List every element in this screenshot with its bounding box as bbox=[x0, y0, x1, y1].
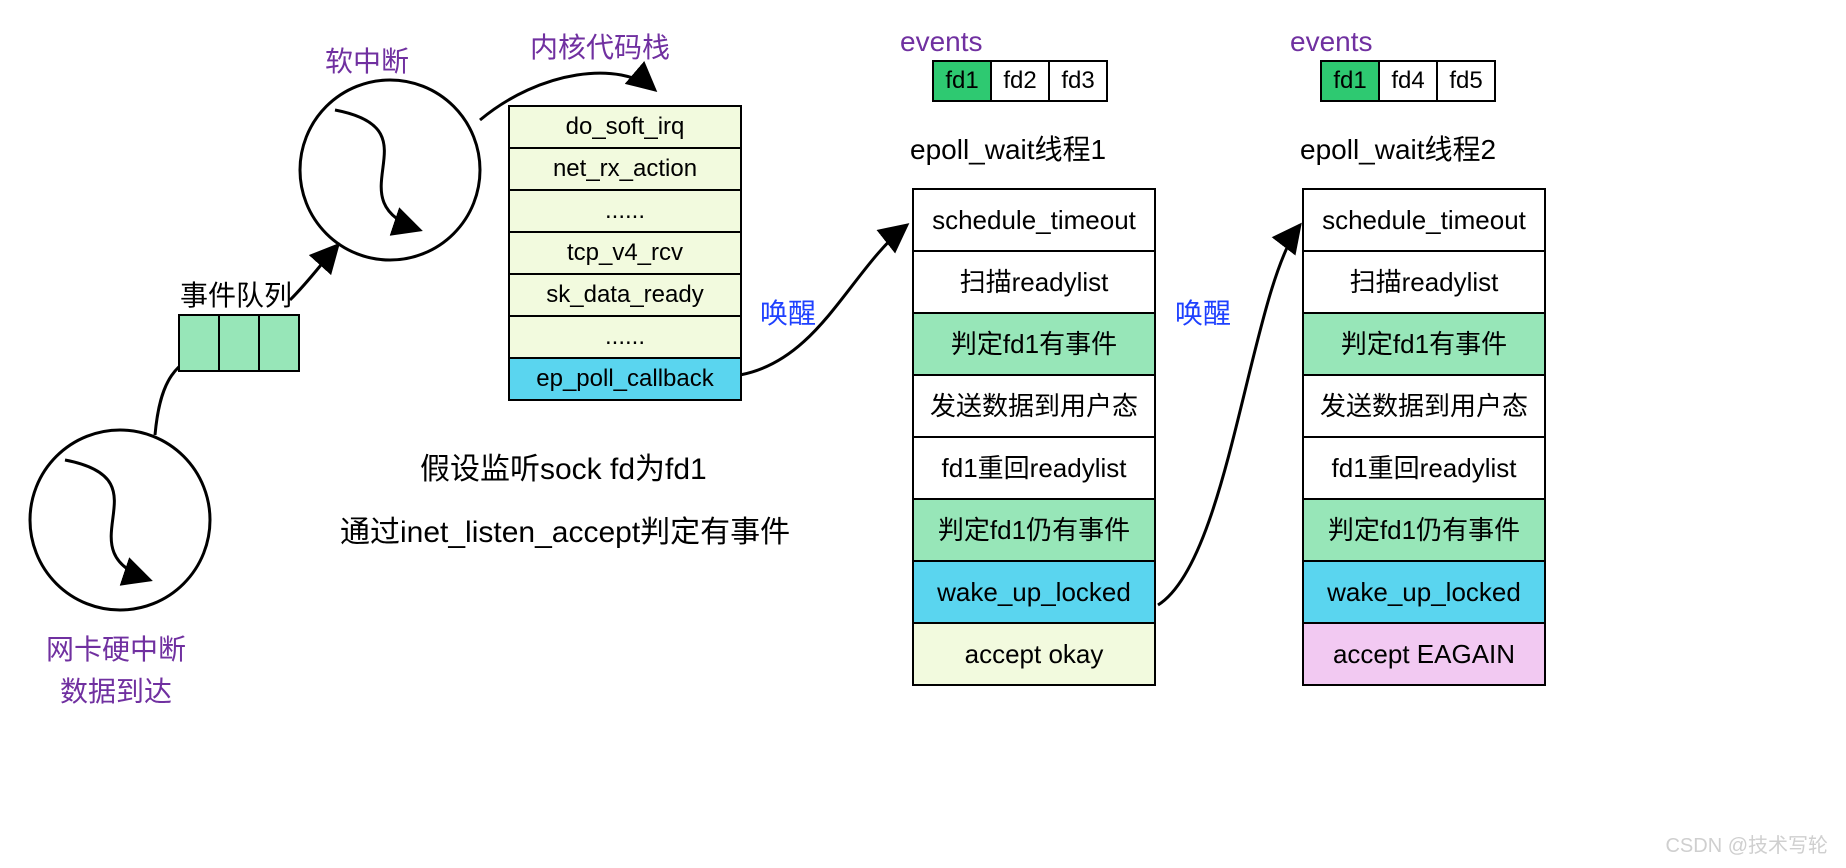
thread2-title: epoll_wait线程2 bbox=[1300, 128, 1496, 168]
events2-fds: fd1fd4fd5 bbox=[1320, 60, 1496, 102]
thread2-stack: schedule_timeout扫描readylist判定fd1有事件发送数据到… bbox=[1302, 188, 1546, 684]
nic-irq-label-2: 数据到达 bbox=[60, 670, 172, 710]
fd-cell: fd5 bbox=[1438, 62, 1494, 100]
event-queue-label: 事件队列 bbox=[180, 274, 292, 314]
events-label-2: events bbox=[1290, 26, 1373, 58]
kernel-stack-row: ep_poll_callback bbox=[510, 359, 740, 399]
thread-row: fd1重回readylist bbox=[1302, 436, 1546, 500]
explain-text: 假设监听sock fd为fd1 通过inet_listen_accept判定有事… bbox=[420, 438, 790, 564]
events1-fds: fd1fd2fd3 bbox=[932, 60, 1108, 102]
kernel-stack-row: do_soft_irq bbox=[510, 107, 740, 149]
thread-row: accept EAGAIN bbox=[1302, 622, 1546, 686]
thread-row: accept okay bbox=[912, 622, 1156, 686]
fd-cell: fd4 bbox=[1380, 62, 1438, 100]
thread-row: schedule_timeout bbox=[912, 188, 1156, 252]
thread1-title: epoll_wait线程1 bbox=[910, 128, 1106, 168]
kernel-stack-row: ...... bbox=[510, 191, 740, 233]
softirq-label: 软中断 bbox=[325, 40, 409, 80]
queue-cell bbox=[180, 316, 220, 370]
kernel-stack: do_soft_irqnet_rx_action......tcp_v4_rcv… bbox=[508, 105, 742, 401]
thread-row: fd1重回readylist bbox=[912, 436, 1156, 500]
thread-row: 判定fd1有事件 bbox=[1302, 312, 1546, 376]
kernel-stack-row: net_rx_action bbox=[510, 149, 740, 191]
fd-cell: fd1 bbox=[1322, 62, 1380, 100]
thread-row: 发送数据到用户态 bbox=[1302, 374, 1546, 438]
queue-cell bbox=[220, 316, 260, 370]
event-queue bbox=[178, 314, 300, 372]
kernel-stack-row: ...... bbox=[510, 317, 740, 359]
fd-cell: fd3 bbox=[1050, 62, 1106, 100]
thread-row: wake_up_locked bbox=[912, 560, 1156, 624]
events-label-1: events bbox=[900, 26, 983, 58]
thread-row: 判定fd1有事件 bbox=[912, 312, 1156, 376]
thread-row: 发送数据到用户态 bbox=[912, 374, 1156, 438]
explain-line2: 通过inet_listen_accept判定有事件 bbox=[340, 501, 790, 564]
thread1-stack: schedule_timeout扫描readylist判定fd1有事件发送数据到… bbox=[912, 188, 1156, 684]
thread-row: wake_up_locked bbox=[1302, 560, 1546, 624]
kernel-stack-row: tcp_v4_rcv bbox=[510, 233, 740, 275]
explain-line1: 假设监听sock fd为fd1 bbox=[420, 438, 790, 501]
watermark: CSDN @技术写轮 bbox=[1665, 829, 1828, 858]
thread-row: 判定fd1仍有事件 bbox=[1302, 498, 1546, 562]
wake-label-1: 唤醒 bbox=[760, 292, 816, 332]
fd-cell: fd2 bbox=[992, 62, 1050, 100]
nic-irq-label-1: 网卡硬中断 bbox=[46, 628, 186, 668]
thread-row: 判定fd1仍有事件 bbox=[912, 498, 1156, 562]
queue-cell bbox=[260, 316, 298, 370]
thread-row: schedule_timeout bbox=[1302, 188, 1546, 252]
thread-row: 扫描readylist bbox=[912, 250, 1156, 314]
thread-row: 扫描readylist bbox=[1302, 250, 1546, 314]
kernel-stack-row: sk_data_ready bbox=[510, 275, 740, 317]
wake-label-2: 唤醒 bbox=[1175, 292, 1231, 332]
kernel-stack-label: 内核代码栈 bbox=[530, 26, 670, 66]
fd-cell: fd1 bbox=[934, 62, 992, 100]
